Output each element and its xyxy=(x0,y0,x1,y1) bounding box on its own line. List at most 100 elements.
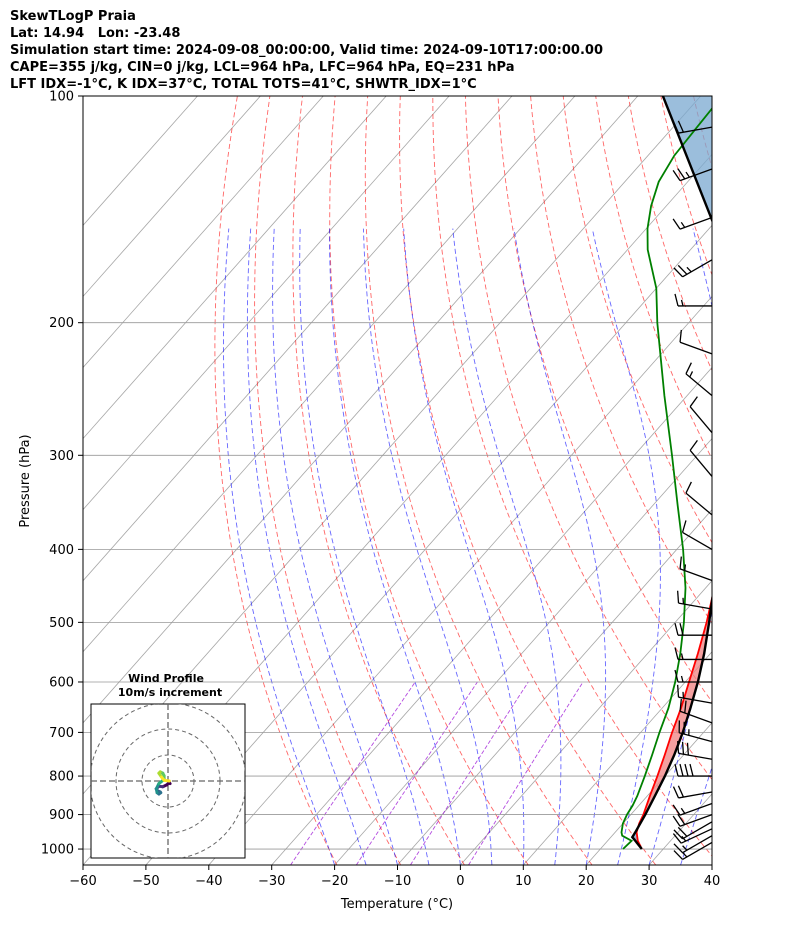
wind-barb-flag xyxy=(674,623,679,636)
wind-barb-flag xyxy=(674,293,679,307)
wind-barb-staff xyxy=(679,216,713,230)
wind-barb xyxy=(679,698,713,724)
dry-adiabat-line xyxy=(562,96,712,544)
y-tick-label: 600 xyxy=(49,675,74,690)
cape-line: CAPE=355 j/kg, CIN=0 j/kg, LCL=964 hPa, … xyxy=(10,60,515,75)
x-tick-label: 0 xyxy=(456,874,464,889)
y-tick-label: 800 xyxy=(49,770,74,785)
x-tick-label: 20 xyxy=(578,874,595,889)
y-tick-label: 500 xyxy=(49,616,74,631)
wind-barb-staff xyxy=(685,373,713,397)
wind-barb-flag xyxy=(679,556,682,569)
y-tick-label: 200 xyxy=(49,316,74,331)
wind-barb-staff xyxy=(685,492,713,516)
wind-barb xyxy=(689,439,713,477)
wind-barb-flag xyxy=(672,833,682,844)
wind-barb-flag xyxy=(673,267,684,278)
moist-adiabat-line xyxy=(246,228,367,865)
wind-barb-flag xyxy=(672,786,680,799)
cin-area xyxy=(662,96,712,221)
wind-barb xyxy=(674,669,712,683)
wind-barb-staff xyxy=(682,835,713,854)
isotherm-line xyxy=(83,96,513,582)
wind-barb-flag xyxy=(673,850,684,860)
mixing-ratio-line xyxy=(410,681,529,865)
parcel-line xyxy=(630,96,712,850)
isotherm-line xyxy=(208,295,712,865)
wind-barb-flag xyxy=(673,829,684,840)
wind-barb-flag xyxy=(677,826,688,837)
wind-barb xyxy=(678,720,713,743)
dry-adiabat-line xyxy=(432,96,712,857)
wind-barb xyxy=(672,813,713,827)
location-line: Lat: 14.94 Lon: -23.48 xyxy=(10,26,181,41)
wind-barb xyxy=(676,684,713,704)
y-tick-label: 900 xyxy=(49,808,74,823)
wind-barb-staff xyxy=(682,531,713,550)
isotherm-line xyxy=(523,651,712,865)
wind-barb-flag xyxy=(685,481,692,494)
isotherm-line xyxy=(145,224,712,865)
wind-barb-staff xyxy=(679,341,713,355)
inset-subtitle: 10m/s increment xyxy=(118,686,222,699)
isotherm-line xyxy=(711,864,712,865)
wind-barb-flag xyxy=(672,218,681,230)
x-tick-label: 10 xyxy=(515,874,532,889)
wind-barb-staff xyxy=(682,841,713,860)
wind-barb-flag xyxy=(676,741,680,754)
wind-barb-flag xyxy=(673,843,684,854)
inset-ring xyxy=(115,728,221,834)
wind-barb-staff xyxy=(678,791,713,799)
hodograph-segment xyxy=(162,778,171,783)
wind-barb-flag xyxy=(684,763,689,777)
isotherm-line xyxy=(83,96,198,226)
mixing-ratio-line xyxy=(290,681,416,865)
wind-barb xyxy=(673,821,713,840)
wind-barb xyxy=(672,120,713,134)
dry-adiabat-line xyxy=(497,96,712,703)
wind-barb xyxy=(674,647,712,661)
chart-header: SkewTLogP Praia Lat: 14.94 Lon: -23.48 S… xyxy=(10,8,603,93)
wind-barb-half-flag xyxy=(686,266,692,273)
dry-adiabat-line xyxy=(660,96,712,277)
wind-barb-staff xyxy=(689,406,713,434)
wind-barb-flag xyxy=(681,741,685,755)
chart-title: SkewTLogP Praia xyxy=(10,9,136,24)
dry-adiabat-line xyxy=(530,96,712,625)
wind-barb-flag xyxy=(686,742,690,756)
dry-adiabat-line xyxy=(399,96,657,865)
isotherm-line xyxy=(83,96,324,369)
isotherm-line xyxy=(83,96,576,653)
x-axis-label: Temperature (°C) xyxy=(340,897,453,912)
wind-barb-flag xyxy=(677,168,686,180)
dry-adiabat-line xyxy=(292,96,465,865)
wind-barb-staff xyxy=(689,449,713,477)
wind-barb-staff xyxy=(679,802,713,816)
wind-barb xyxy=(674,623,712,636)
wind-barb xyxy=(672,785,713,799)
wind-barb-flag xyxy=(684,700,687,714)
wind-barb-half-flag xyxy=(680,675,684,683)
dry-adiabat-line xyxy=(364,96,593,865)
wind-barb-flag xyxy=(677,813,686,825)
wind-barb xyxy=(685,362,713,397)
wind-profile-inset: Wind Profile 10m/s increment xyxy=(90,672,246,859)
wind-barb-flag xyxy=(677,785,685,798)
moist-adiabat-line xyxy=(272,228,398,865)
wind-barb-staff xyxy=(678,602,713,610)
wind-barb-staff xyxy=(679,568,713,582)
wind-barb-flag xyxy=(681,520,687,533)
dewpoint-line xyxy=(620,107,712,850)
wind-barb-half-flag xyxy=(685,171,690,178)
x-tick-label: −40 xyxy=(195,874,222,889)
x-tick-label: −20 xyxy=(321,874,348,889)
time-line: Simulation start time: 2024-09-08_00:00:… xyxy=(10,43,603,58)
wind-barb xyxy=(676,590,713,610)
indices-line: LFT IDX=-1°C, K IDX=37°C, TOTAL TOTS=41°… xyxy=(10,77,477,92)
wind-barb-flag xyxy=(674,669,679,683)
dry-adiabat-line xyxy=(726,96,794,865)
wind-barb-flag xyxy=(679,623,684,636)
wind-barb-staff xyxy=(679,813,713,827)
wind-barb xyxy=(685,481,713,516)
